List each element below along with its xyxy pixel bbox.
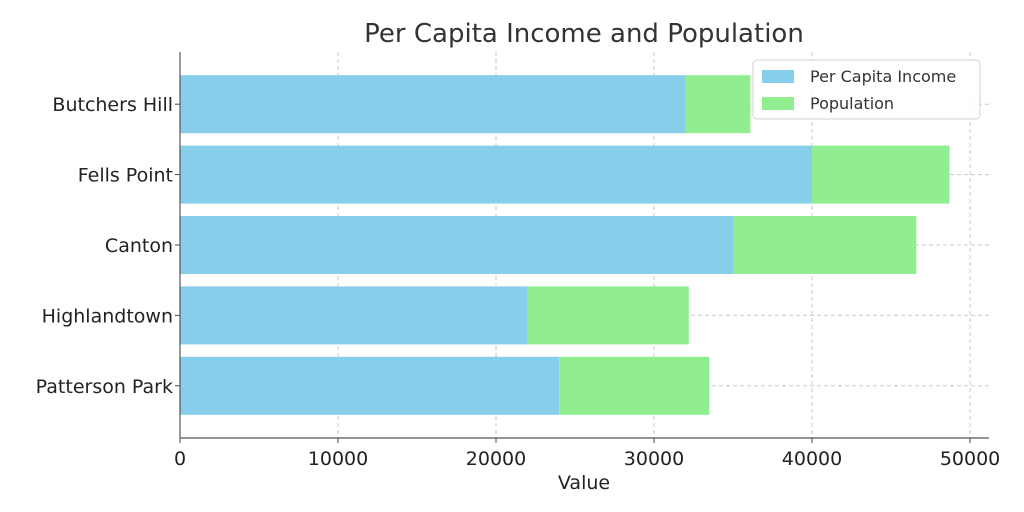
axes: 0 10000 20000 30000 40000 50000 Patterson Park… (36, 52, 1000, 470)
y-tick-label: Butchers Hill (52, 94, 173, 116)
x-tick-label: 0 (174, 448, 186, 470)
income-bar (180, 356, 560, 415)
population-bar (812, 145, 950, 204)
legend-label: Population (810, 94, 894, 113)
x-tick-label: 40000 (782, 448, 842, 470)
population-bar (559, 356, 710, 415)
legend-box (752, 59, 981, 120)
population-bar (685, 75, 751, 134)
income-bar (180, 286, 528, 345)
x-tick-label: 10000 (308, 448, 368, 470)
population-bar (527, 286, 689, 345)
legend-swatch-population (762, 97, 794, 110)
chart-title: Per Capita Income and Population (364, 19, 804, 49)
legend: Per Capita Income Population (752, 59, 981, 120)
x-axis-label: Value (558, 472, 610, 494)
income-bar (180, 216, 734, 274)
bars (180, 75, 950, 415)
y-tick-label: Canton (105, 235, 173, 257)
income-bar (180, 145, 813, 204)
legend-swatch-income (762, 70, 794, 83)
income-bar (180, 75, 686, 134)
legend-label: Per Capita Income (810, 67, 956, 86)
y-tick-label: Fells Point (78, 165, 173, 187)
x-tick-label: 50000 (940, 448, 1000, 470)
population-bar (733, 216, 917, 274)
y-tick-label: Patterson Park (36, 376, 173, 398)
y-tick-label: Highlandtown (42, 305, 173, 327)
x-tick-label: 20000 (466, 448, 526, 470)
x-tick-label: 30000 (624, 448, 684, 470)
